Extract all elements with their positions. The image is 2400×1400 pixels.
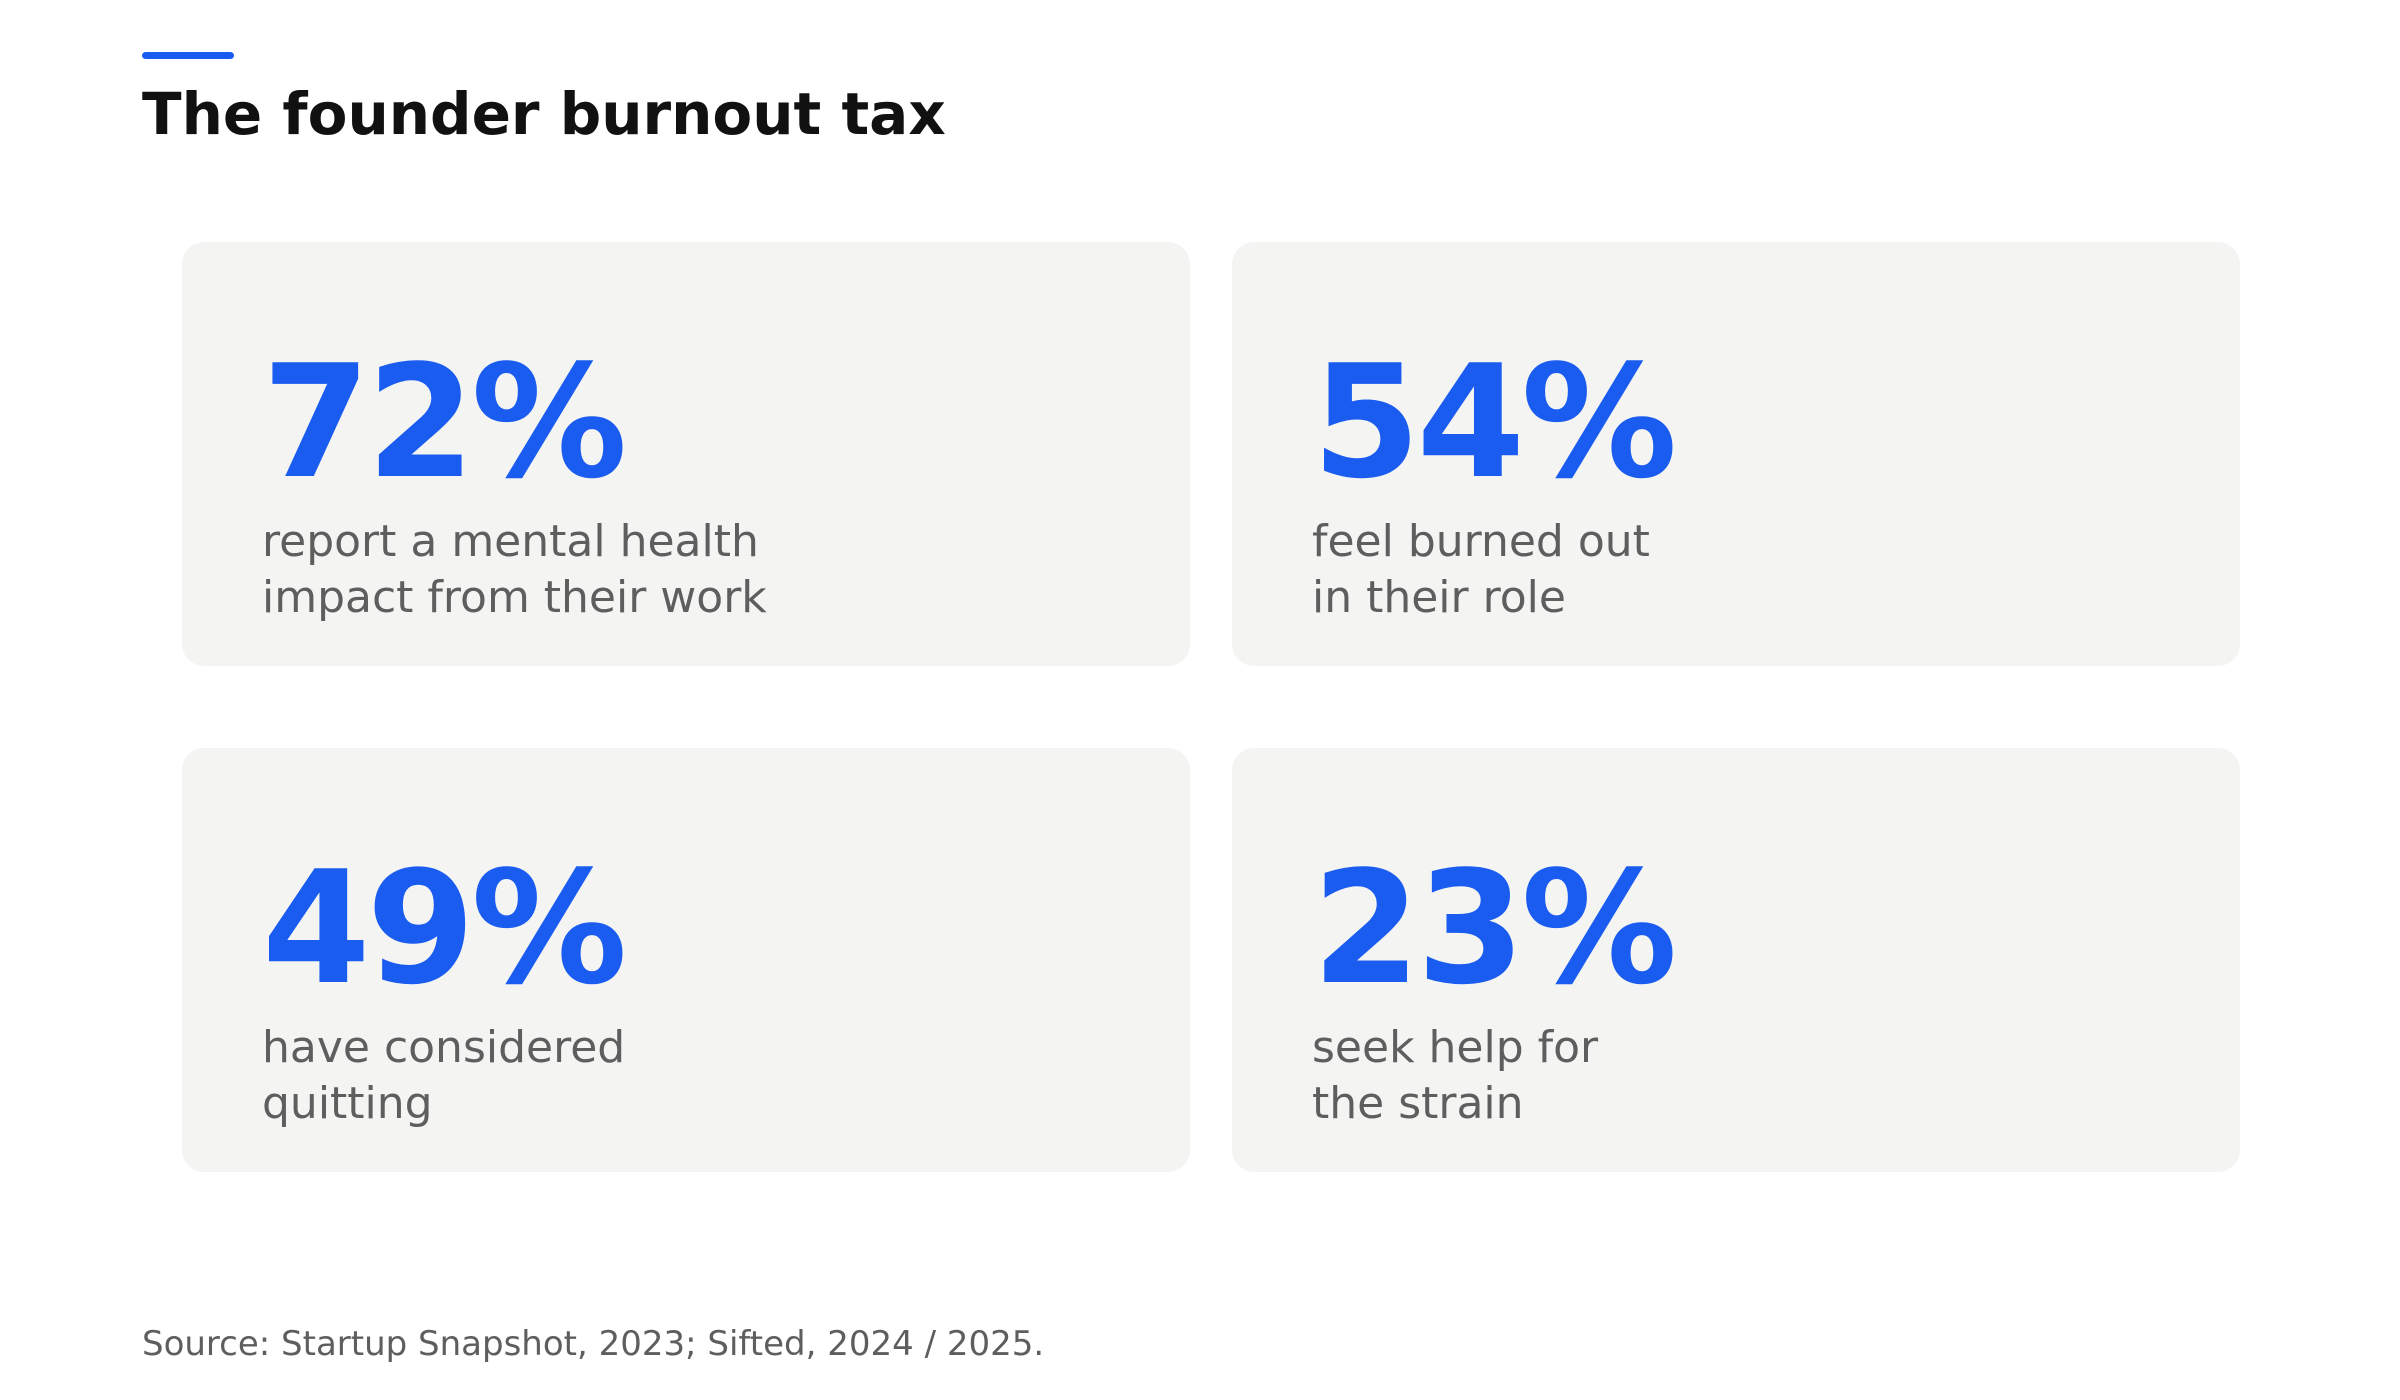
stat-description: report a mental health impact from their… (262, 514, 767, 626)
stat-value: 49% (262, 837, 627, 1019)
stat-description-line: seek help for (1312, 1022, 1599, 1073)
stat-description: feel burned out in their role (1312, 514, 1650, 626)
stat-description: have considered quitting (262, 1020, 625, 1132)
title-accent-line (142, 52, 234, 59)
stat-value: 54% (1312, 331, 1677, 513)
stat-description-line: have considered (262, 1022, 626, 1073)
stat-value: 23% (1312, 837, 1677, 1019)
stat-description: seek help for the strain (1312, 1020, 1598, 1132)
stat-value: 72% (262, 331, 627, 513)
stat-card-burned-out: 54% feel burned out in their role (1232, 242, 2240, 666)
stat-description-line: feel burned out (1312, 516, 1650, 567)
page-title: The founder burnout tax (142, 80, 946, 148)
stat-description-line: quitting (262, 1078, 433, 1129)
stat-card-seek-help: 23% seek help for the strain (1232, 748, 2240, 1172)
stat-description-line: impact from their work (262, 572, 767, 623)
stat-card-mental-health: 72% report a mental health impact from t… (182, 242, 1190, 666)
stat-description-line: the strain (1312, 1078, 1524, 1129)
stat-card-quitting: 49% have considered quitting (182, 748, 1190, 1172)
source-note: Source: Startup Snapshot, 2023; Sifted, … (142, 1324, 1045, 1364)
stat-description-line: in their role (1312, 572, 1566, 623)
stat-description-line: report a mental health (262, 516, 759, 567)
